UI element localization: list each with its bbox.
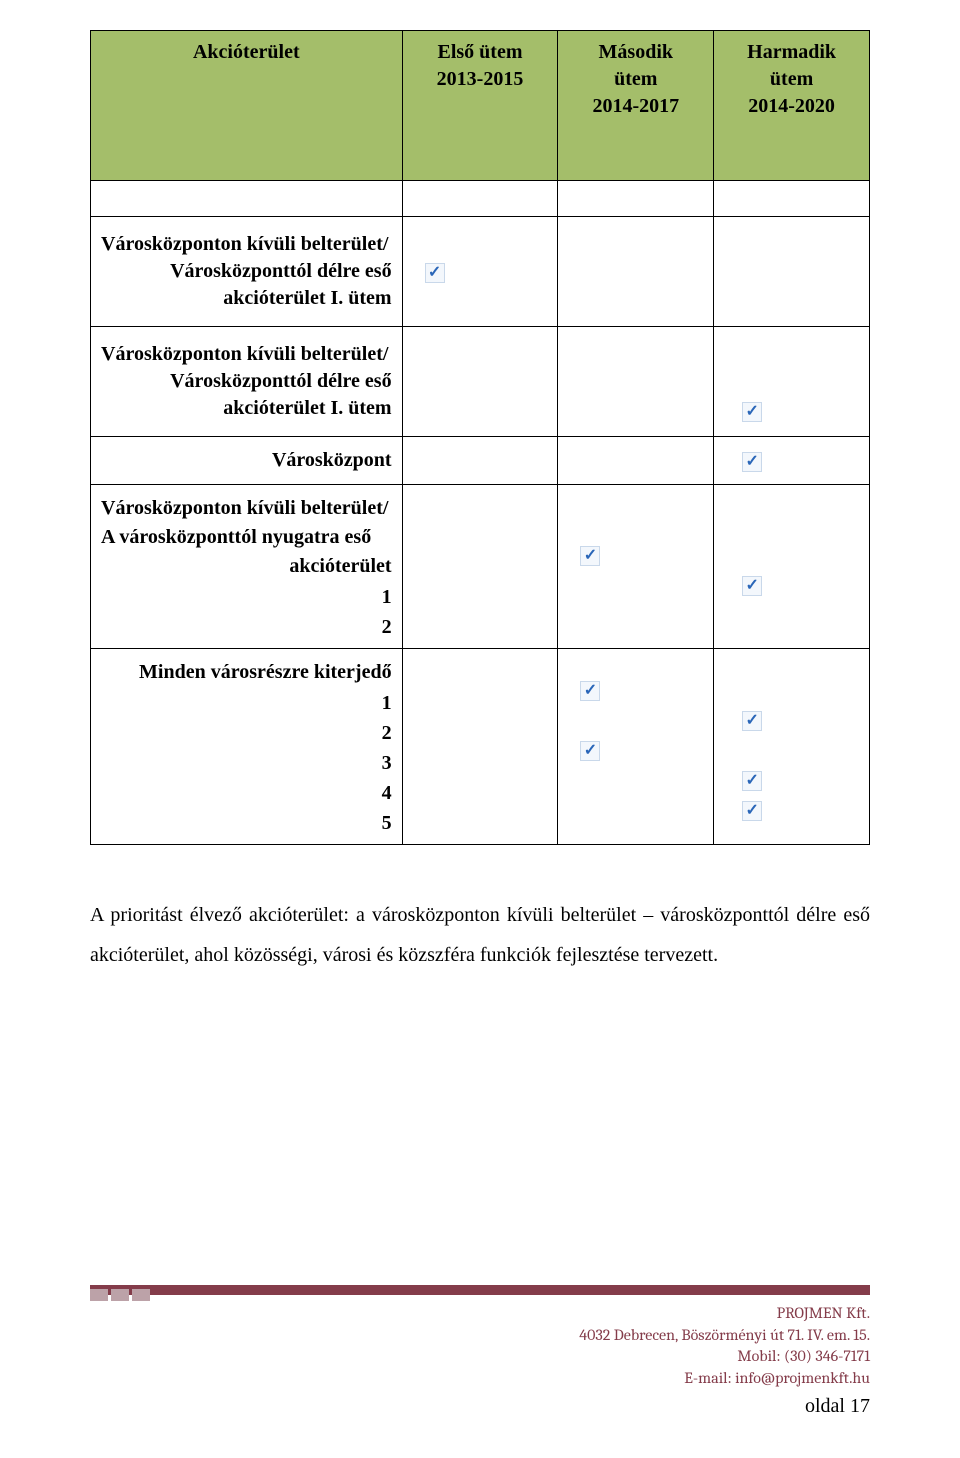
label-line: A városközponttól nyugatra eső (101, 524, 392, 551)
row-label-multi: Városközponton kívüli belterület/ A váro… (91, 485, 403, 649)
row-label: Városközponton kívüli belterület/ Városk… (91, 327, 403, 437)
label-num: 1 (101, 582, 392, 612)
cell-c1 (402, 327, 558, 437)
label-line: Városközponton kívüli belterület/ (101, 495, 392, 522)
label-line: Városközpont (101, 447, 392, 474)
label-line: akcióterület (101, 553, 392, 580)
checkmark-icon: ✓ (425, 263, 445, 283)
header-col3: Harmadik ütem 2014-2020 (714, 31, 870, 181)
table-row: Minden városrészre kiterjedő 1 2 3 4 5 ✓… (91, 649, 870, 845)
checkmark-icon: ✓ (742, 576, 762, 596)
checkmark-icon: ✓ (742, 771, 762, 791)
checkmark-icon: ✓ (580, 681, 600, 701)
checkmark-icon: ✓ (580, 741, 600, 761)
checkmark-icon: ✓ (742, 711, 762, 731)
cell-c1 (402, 437, 558, 485)
cell-c2 (558, 327, 714, 437)
table-row: Városközpont ✓ (91, 437, 870, 485)
row-label: Városközponton kívüli belterület/ Városk… (91, 217, 403, 327)
header-text: 2014-2017 (592, 95, 679, 117)
checkmark-icon: ✓ (742, 452, 762, 472)
header-text: 2013-2015 (437, 68, 524, 90)
label-num: 4 (101, 778, 392, 808)
header-col2: Második ütem 2014-2017 (558, 31, 714, 181)
label-num: 2 (101, 612, 392, 642)
header-text: ütem (770, 68, 813, 90)
checkmark-icon: ✓ (742, 801, 762, 821)
page-footer: PROJMEN Kft. 4032 Debrecen, Böszörményi … (90, 1285, 870, 1418)
label-num: 1 (101, 688, 392, 718)
cell-c1 (402, 485, 558, 649)
label-line: Városközponttól délre eső (101, 258, 392, 285)
cell-c2 (558, 217, 714, 327)
footer-company: PROJMEN Kft. (90, 1303, 870, 1325)
footer-email: E-mail: info@projmenkft.hu (90, 1368, 870, 1390)
cell-c3: ✓ ✓ ✓ (714, 649, 870, 845)
footer-phone: Mobil: (30) 346-7171 (90, 1346, 870, 1368)
label-num: 3 (101, 748, 392, 778)
table-header-row: Akcióterület Első ütem 2013-2015 Második… (91, 31, 870, 181)
header-col1: Első ütem 2013-2015 (402, 31, 558, 181)
label-num: 2 (101, 718, 392, 748)
checkmark-icon: ✓ (580, 546, 600, 566)
label-line: akcióterület I. ütem (101, 285, 392, 312)
cell-c1: ✓ (402, 217, 558, 327)
label-line: Minden városrészre kiterjedő (101, 659, 392, 686)
header-text: 2014-2020 (748, 95, 835, 117)
header-text: Akcióterület (193, 41, 300, 63)
body-paragraph: A prioritást élvező akcióterület: a váro… (90, 895, 870, 975)
schedule-table: Akcióterület Első ütem 2013-2015 Második… (90, 30, 870, 845)
row-label: Városközpont (91, 437, 403, 485)
label-line: Városközponton kívüli belterület/ (101, 231, 392, 258)
cell-c3: ✓ (714, 437, 870, 485)
label-line: akcióterület I. ütem (101, 395, 392, 422)
header-text: Második (599, 41, 673, 63)
cell-c2 (558, 437, 714, 485)
label-line: Városközponttól délre eső (101, 368, 392, 395)
cell-c2: ✓ ✓ (558, 649, 714, 845)
page-content: Akcióterület Első ütem 2013-2015 Második… (0, 0, 960, 1458)
header-text: ütem (614, 68, 657, 90)
label-num: 5 (101, 808, 392, 838)
table-row: Városközponton kívüli belterület/ A váro… (91, 485, 870, 649)
cell-c3 (714, 217, 870, 327)
spacer-row (91, 181, 870, 217)
footer-lines: PROJMEN Kft. 4032 Debrecen, Böszörményi … (90, 1297, 870, 1389)
cell-c2: ✓ (558, 485, 714, 649)
cell-c1 (402, 649, 558, 845)
table-row: Városközponton kívüli belterület/ Városk… (91, 327, 870, 437)
footer-notch-icon (90, 1289, 153, 1301)
header-akcioterulet: Akcióterület (91, 31, 403, 181)
footer-address: 4032 Debrecen, Böszörményi út 71. IV. em… (90, 1325, 870, 1347)
cell-c3: ✓ (714, 327, 870, 437)
cell-c3: ✓ (714, 485, 870, 649)
header-text: Harmadik (747, 41, 836, 63)
checkmark-icon: ✓ (742, 402, 762, 422)
page-number: oldal 17 (90, 1395, 870, 1418)
footer-bar (90, 1285, 870, 1295)
label-line: Városközponton kívüli belterület/ (101, 341, 392, 368)
table-row: Városközponton kívüli belterület/ Városk… (91, 217, 870, 327)
header-text: Első ütem (437, 41, 522, 63)
row-label-multi: Minden városrészre kiterjedő 1 2 3 4 5 (91, 649, 403, 845)
